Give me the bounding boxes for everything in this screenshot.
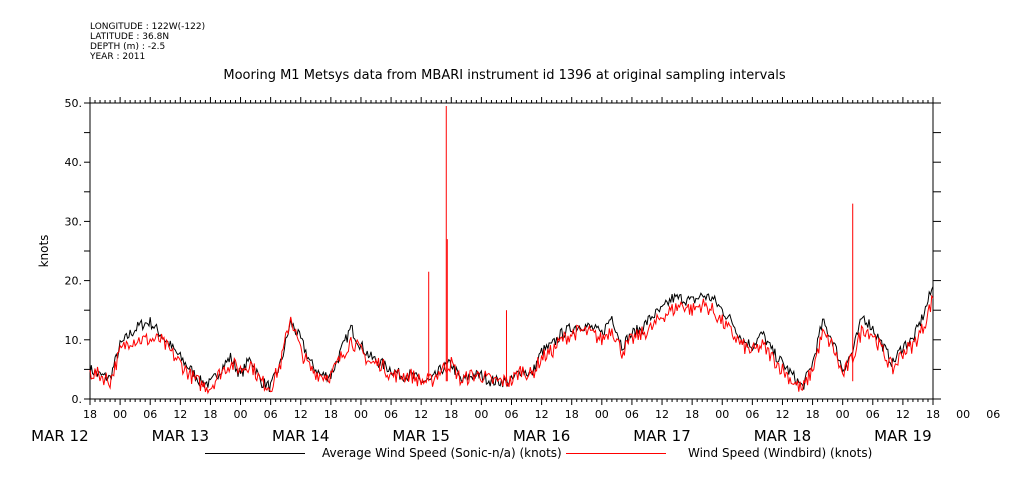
x-hour-tick-label: 06 — [264, 408, 278, 421]
x-hour-tick-label: 18 — [83, 408, 97, 421]
y-tick-label: 20. — [65, 275, 83, 288]
x-hour-tick-label: 06 — [625, 408, 639, 421]
y-axis-label: knots — [37, 235, 51, 268]
chart-title: Mooring M1 Metsys data from MBARI instru… — [223, 68, 786, 83]
x-hour-tick-label: 06 — [143, 408, 157, 421]
x-day-label: MAR 12 — [31, 427, 88, 445]
y-tick-label: 0. — [72, 393, 83, 406]
y-tick-label: 40. — [65, 156, 83, 169]
x-hour-tick-label: 18 — [444, 408, 458, 421]
x-hour-tick-label: 18 — [203, 408, 217, 421]
x-hour-tick-label: 00 — [836, 408, 850, 421]
x-hour-tick-label: 12 — [535, 408, 549, 421]
x-hour-tick-label: 06 — [745, 408, 759, 421]
x-hour-tick-label: 00 — [474, 408, 488, 421]
x-hour-tick-label: 18 — [565, 408, 579, 421]
x-hour-tick-label: 00 — [234, 408, 248, 421]
x-hour-tick-label: 12 — [294, 408, 308, 421]
x-hour-tick-label: 06 — [986, 408, 1000, 421]
x-day-label: MAR 16 — [513, 427, 570, 445]
x-hour-tick-label: 12 — [173, 408, 187, 421]
x-hour-tick-label: 06 — [384, 408, 398, 421]
x-hour-tick-label: 06 — [505, 408, 519, 421]
x-day-label: MAR 19 — [874, 427, 931, 445]
x-hour-tick-label: 00 — [956, 408, 970, 421]
x-day-label: MAR 15 — [392, 427, 449, 445]
x-hour-tick-label: 18 — [324, 408, 338, 421]
x-hour-tick-label: 00 — [354, 408, 368, 421]
x-day-label: MAR 13 — [152, 427, 209, 445]
legend-line-average — [205, 453, 305, 454]
series-line-windbird — [89, 294, 934, 395]
year-label: YEAR : 2011 — [90, 52, 146, 62]
x-hour-tick-label: 18 — [806, 408, 820, 421]
x-hour-tick-label: 00 — [113, 408, 127, 421]
legend-label-windbird: Wind Speed (Windbird) (knots) — [688, 446, 873, 460]
x-day-label: MAR 18 — [754, 427, 811, 445]
x-hour-tick-label: 00 — [715, 408, 729, 421]
x-hour-tick-label: 18 — [685, 408, 699, 421]
x-hour-tick-label: 12 — [896, 408, 910, 421]
legend-label-average: Average Wind Speed (Sonic-n/a) (knots) — [322, 446, 562, 460]
x-hour-tick-label: 00 — [595, 408, 609, 421]
longitude-label: LONGITUDE : 122W(-122) — [90, 22, 206, 32]
depth-label: DEPTH (m) : -2.5 — [90, 42, 166, 52]
y-tick-label: 50. — [65, 97, 83, 110]
x-hour-tick-label: 12 — [414, 408, 428, 421]
plot-frame — [89, 102, 934, 400]
series-line-average — [89, 286, 934, 392]
x-hour-tick-label: 06 — [866, 408, 880, 421]
legend-line-windbird — [566, 453, 666, 454]
x-hour-tick-label: 12 — [655, 408, 669, 421]
x-day-label: MAR 17 — [633, 427, 690, 445]
y-tick-label: 10. — [65, 334, 83, 347]
x-hour-tick-label: 12 — [775, 408, 789, 421]
x-day-label: MAR 14 — [272, 427, 329, 445]
x-hour-tick-label: 18 — [926, 408, 940, 421]
y-tick-label: 30. — [65, 215, 83, 228]
latitude-label: LATITUDE : 36.8N — [90, 32, 170, 42]
